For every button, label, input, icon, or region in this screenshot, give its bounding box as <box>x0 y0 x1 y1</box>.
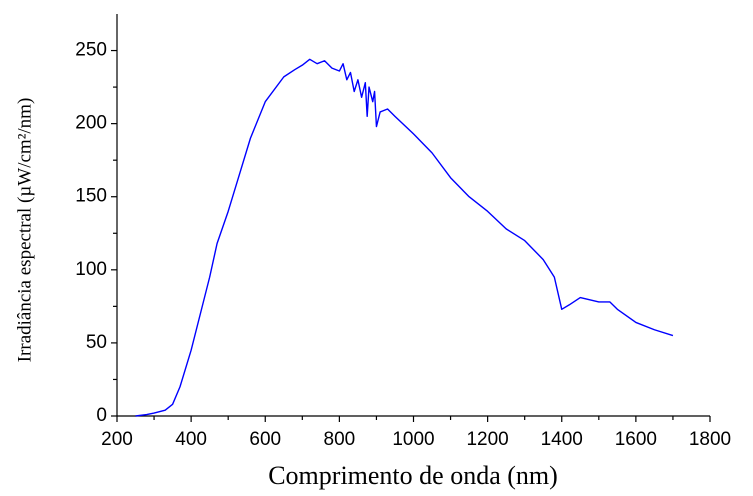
x-tick-label: 1200 <box>466 429 508 450</box>
y-tick-label: 100 <box>75 259 107 280</box>
y-tick-label: 150 <box>75 186 107 207</box>
y-tick-label: 200 <box>75 113 107 134</box>
y-tick-label: 0 <box>96 405 107 426</box>
y-tick-label: 50 <box>86 332 107 353</box>
spectrum-line <box>135 58 674 417</box>
x-tick-label: 200 <box>101 429 133 450</box>
x-tick-label: 1000 <box>392 429 434 450</box>
x-axis-label: Comprimento de onda (nm) <box>268 461 558 490</box>
x-tick-label: 400 <box>175 429 207 450</box>
x-tick-label: 1400 <box>541 429 583 450</box>
y-axis-label: Irradiância espectral (µW/cm²/nm) <box>14 98 35 363</box>
x-tick-label: 600 <box>249 429 281 450</box>
y-tick-label: 250 <box>75 40 107 61</box>
x-tick-label: 1600 <box>615 429 657 450</box>
x-tick-label: 800 <box>324 429 356 450</box>
x-tick-label: 1800 <box>689 429 731 450</box>
